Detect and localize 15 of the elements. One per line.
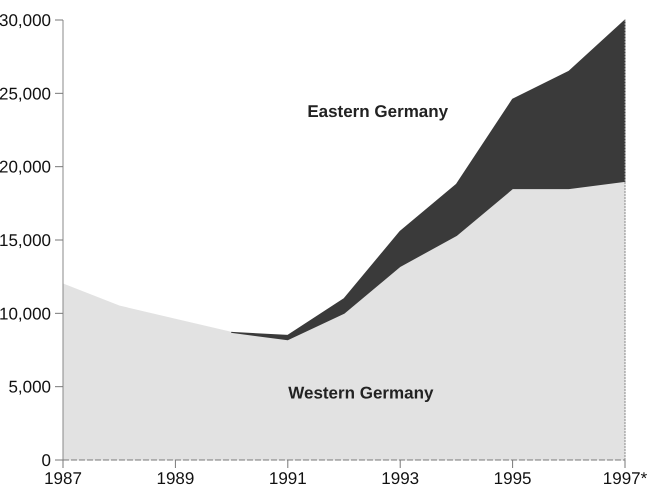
y-tick-label: 0 (42, 450, 51, 470)
x-tick-label: 1987 (44, 469, 82, 488)
y-tick-label: 15,000 (0, 230, 51, 250)
y-tick-label: 30,000 (0, 10, 51, 30)
x-tick-label: 1995 (494, 469, 532, 488)
series-label: Western Germany (288, 383, 434, 402)
y-tick-label: 20,000 (0, 158, 51, 177)
x-tick-label: 1989 (156, 469, 194, 488)
x-tick-label: 1997* (602, 469, 648, 488)
y-tick-label: 10,000 (0, 304, 51, 324)
y-tick-label: 25,000 (0, 84, 51, 104)
y-tick-label: 5,000 (8, 378, 51, 397)
x-tick-label: 1991 (268, 469, 307, 488)
x-tick-label: 1993 (381, 469, 420, 488)
text: Eastern Germany (307, 102, 449, 121)
